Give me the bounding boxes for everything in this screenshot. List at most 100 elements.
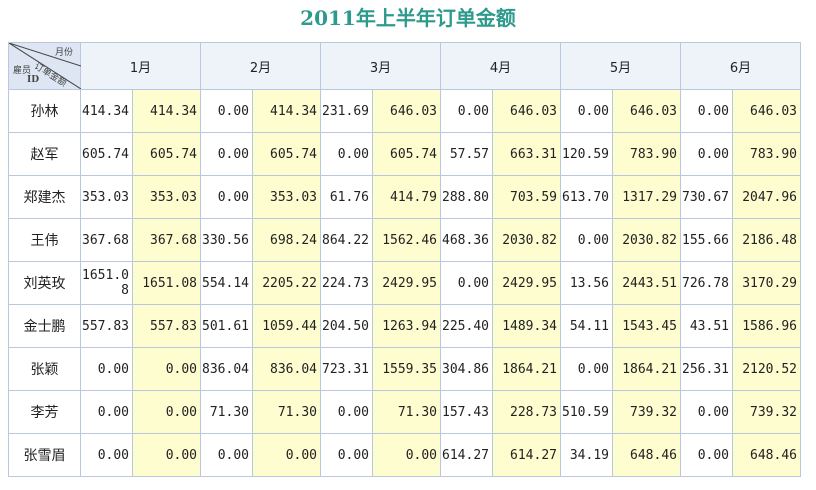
cumulative-amount-cell: 1543.45 — [612, 304, 681, 348]
monthly-amount-cell: 0.00 — [440, 261, 493, 305]
monthly-amount-cell: 723.31 — [320, 347, 373, 391]
monthly-amount-cell: 330.56 — [200, 218, 253, 262]
cumulative-amount-cell: 646.03 — [732, 89, 801, 133]
monthly-amount-cell: 605.74 — [80, 132, 133, 176]
monthly-amount-cell: 1651.08 — [80, 261, 133, 305]
monthly-amount-cell: 0.00 — [200, 175, 253, 219]
monthly-amount-cell: 0.00 — [560, 89, 613, 133]
cumulative-amount-cell: 0.00 — [132, 390, 201, 434]
monthly-amount-cell: 414.34 — [80, 89, 133, 133]
cumulative-amount-cell: 646.03 — [612, 89, 681, 133]
monthly-amount-cell: 34.19 — [560, 433, 613, 477]
cumulative-amount-cell: 1562.46 — [372, 218, 441, 262]
table-row: 张颖 0.00 0.00 836.04 836.04 723.31 1559.35 304.8… — [8, 347, 801, 391]
employee-name: 郑建杰 — [8, 175, 81, 219]
cumulative-amount-cell: 646.03 — [492, 89, 561, 133]
cumulative-amount-cell: 1864.21 — [612, 347, 681, 391]
cumulative-amount-cell: 1059.44 — [252, 304, 321, 348]
cumulative-amount-cell: 2443.51 — [612, 261, 681, 305]
cumulative-amount-cell: 353.03 — [132, 175, 201, 219]
cumulative-amount-cell: 1559.35 — [372, 347, 441, 391]
monthly-amount-cell: 510.59 — [560, 390, 613, 434]
cumulative-amount-cell: 1651.08 — [132, 261, 201, 305]
cumulative-amount-cell: 663.31 — [492, 132, 561, 176]
monthly-amount-cell: 0.00 — [320, 390, 373, 434]
table-row: 张雪眉 0.00 0.00 0.00 0.00 0.00 0.00 614.27 614.27 3… — [8, 433, 801, 477]
cumulative-amount-cell: 0.00 — [252, 433, 321, 477]
employee-name: 张颖 — [8, 347, 81, 391]
month-header: 1月 — [80, 42, 201, 90]
monthly-amount-cell: 0.00 — [200, 132, 253, 176]
monthly-amount-cell: 157.43 — [440, 390, 493, 434]
monthly-amount-cell: 0.00 — [320, 132, 373, 176]
employee-name: 李芳 — [8, 390, 81, 434]
cumulative-amount-cell: 605.74 — [372, 132, 441, 176]
table-row: 郑建杰 353.03 353.03 0.00 353.03 61.76 414.79 288.… — [8, 175, 801, 219]
cumulative-amount-cell: 1864.21 — [492, 347, 561, 391]
table-row: 赵军 605.74 605.74 0.00 605.74 0.00 605.74 57.57 6… — [8, 132, 801, 176]
cumulative-amount-cell: 557.83 — [132, 304, 201, 348]
monthly-amount-cell: 155.66 — [680, 218, 733, 262]
cumulative-amount-cell: 414.34 — [132, 89, 201, 133]
monthly-amount-cell: 0.00 — [680, 132, 733, 176]
cumulative-amount-cell: 0.00 — [132, 433, 201, 477]
cumulative-amount-cell: 605.74 — [252, 132, 321, 176]
table-row: 李芳 0.00 0.00 71.30 71.30 0.00 71.30 157.43 228.7… — [8, 390, 801, 434]
monthly-amount-cell: 57.57 — [440, 132, 493, 176]
monthly-amount-cell: 204.50 — [320, 304, 373, 348]
cumulative-amount-cell: 414.34 — [252, 89, 321, 133]
months-corner-label: 月份 — [55, 48, 74, 58]
cumulative-amount-cell: 71.30 — [252, 390, 321, 434]
cumulative-amount-cell: 2120.52 — [732, 347, 801, 391]
monthly-amount-cell: 224.73 — [320, 261, 373, 305]
cumulative-amount-cell: 605.74 — [132, 132, 201, 176]
cumulative-amount-cell: 71.30 — [372, 390, 441, 434]
monthly-amount-cell: 0.00 — [680, 89, 733, 133]
month-header: 4月 — [440, 42, 561, 90]
monthly-amount-cell: 0.00 — [680, 433, 733, 477]
cumulative-amount-cell: 0.00 — [132, 347, 201, 391]
cumulative-amount-cell: 783.90 — [612, 132, 681, 176]
cumulative-amount-cell: 703.59 — [492, 175, 561, 219]
month-header: 3月 — [320, 42, 441, 90]
monthly-amount-cell: 613.70 — [560, 175, 613, 219]
cumulative-amount-cell: 0.00 — [372, 433, 441, 477]
table-row: 金士鹏 557.83 557.83 501.61 1059.44 204.50 1263.9… — [8, 304, 801, 348]
cumulative-amount-cell: 2429.95 — [492, 261, 561, 305]
employee-name: 王伟 — [8, 218, 81, 262]
monthly-amount-cell: 367.68 — [80, 218, 133, 262]
monthly-amount-cell: 120.59 — [560, 132, 613, 176]
monthly-amount-cell: 0.00 — [560, 218, 613, 262]
cumulative-amount-cell: 836.04 — [252, 347, 321, 391]
monthly-amount-cell: 0.00 — [80, 390, 133, 434]
monthly-amount-cell: 61.76 — [320, 175, 373, 219]
monthly-amount-cell: 13.56 — [560, 261, 613, 305]
monthly-amount-cell: 54.11 — [560, 304, 613, 348]
cumulative-amount-cell: 367.68 — [132, 218, 201, 262]
employee-name: 张雪眉 — [8, 433, 81, 477]
monthly-amount-cell: 501.61 — [200, 304, 253, 348]
monthly-amount-cell: 557.83 — [80, 304, 133, 348]
monthly-amount-cell: 231.69 — [320, 89, 373, 133]
cumulative-amount-cell: 3170.29 — [732, 261, 801, 305]
monthly-amount-cell: 353.03 — [80, 175, 133, 219]
employee-name: 赵军 — [8, 132, 81, 176]
monthly-amount-cell: 0.00 — [320, 433, 373, 477]
orders-table: 月份 订单金额 雇员 ID 1月 2月 3月 4月 5月 6月 孙林 414.34… — [8, 42, 801, 477]
cumulative-amount-cell: 414.79 — [372, 175, 441, 219]
monthly-amount-cell: 730.67 — [680, 175, 733, 219]
monthly-amount-cell: 0.00 — [680, 390, 733, 434]
cumulative-amount-cell: 783.90 — [732, 132, 801, 176]
monthly-amount-cell: 0.00 — [440, 89, 493, 133]
monthly-amount-cell: 304.86 — [440, 347, 493, 391]
cumulative-amount-cell: 2205.22 — [252, 261, 321, 305]
table-row: 刘英玫 1651.08 1651.08 554.14 2205.22 224.73 2429… — [8, 261, 801, 305]
month-header: 6月 — [680, 42, 801, 90]
cumulative-amount-cell: 648.46 — [612, 433, 681, 477]
employee-name: 金士鹏 — [8, 304, 81, 348]
monthly-amount-cell: 288.80 — [440, 175, 493, 219]
cumulative-amount-cell: 228.73 — [492, 390, 561, 434]
cumulative-amount-cell: 2030.82 — [492, 218, 561, 262]
monthly-amount-cell: 0.00 — [560, 347, 613, 391]
cumulative-amount-cell: 739.32 — [612, 390, 681, 434]
